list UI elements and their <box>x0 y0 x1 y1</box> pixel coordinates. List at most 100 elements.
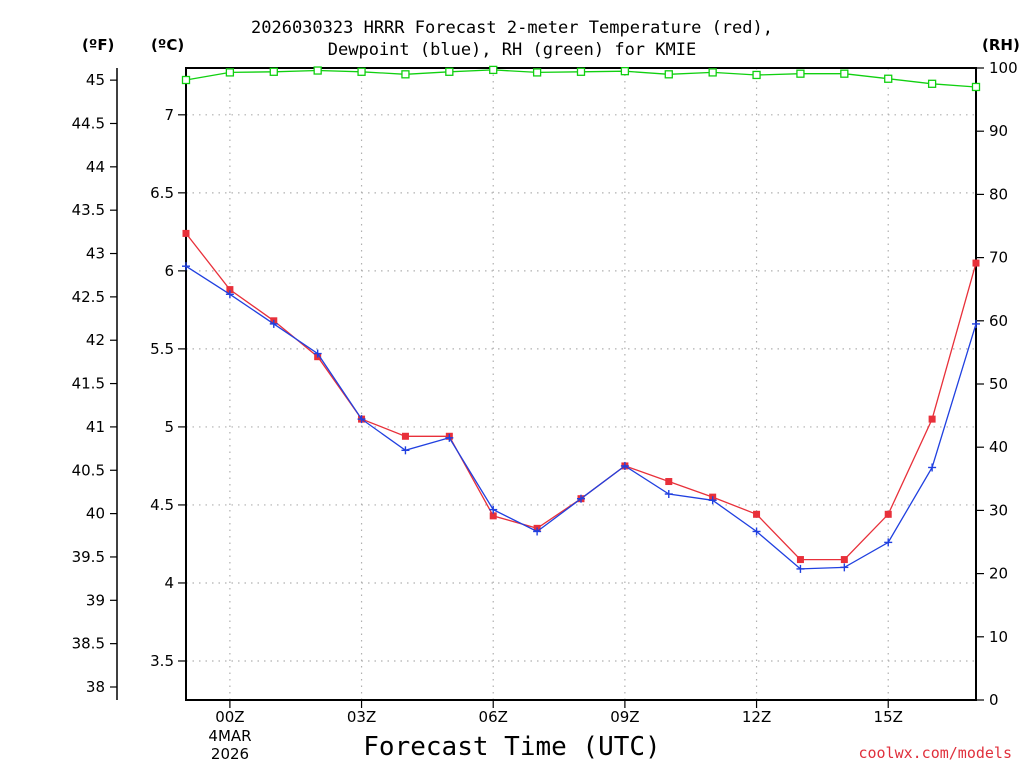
x-axis: 00Z 03Z 06Z 09Z 12Z 15Z <box>215 700 903 726</box>
rh-point-17 <box>927 79 937 88</box>
fahrenheit-tick-label-43.5: 43.5 <box>72 201 105 219</box>
dewpoint-line <box>185 265 977 570</box>
celsius-tick-label-5: 5 <box>164 418 174 436</box>
date-label-day: 4MAR <box>208 727 251 745</box>
rh-point-9 <box>576 67 586 76</box>
fahrenheit-tick-label-40: 40 <box>86 505 105 523</box>
x-tick-label-06Z: 06Z <box>479 708 508 726</box>
rh-tick-label-20: 20 <box>989 565 1008 583</box>
fahrenheit-tick-label-42.5: 42.5 <box>72 288 105 306</box>
temperature-point-0 <box>182 229 190 237</box>
dewpoint-point-15 <box>840 563 849 572</box>
fahrenheit-axis-unit: (ºF) <box>82 36 115 54</box>
fahrenheit-tick-label-45: 45 <box>86 71 105 89</box>
dewpoint-point-4 <box>357 415 366 424</box>
rh-point-16 <box>884 74 893 83</box>
x-tick-label-12Z: 12Z <box>742 708 771 726</box>
fahrenheit-tick-label-41: 41 <box>86 418 105 436</box>
temperature-point-11 <box>665 478 673 486</box>
fahrenheit-tick-label-38: 38 <box>86 678 105 696</box>
rh-tick-label-30: 30 <box>989 501 1008 519</box>
dewpoint-point-8 <box>533 527 542 536</box>
rh-tick-label-100: 100 <box>989 59 1018 77</box>
rh-tick-label-60: 60 <box>989 312 1008 330</box>
temperature-point-13 <box>753 510 761 518</box>
dewpoint-point-6 <box>445 433 454 442</box>
temperature-point-5 <box>401 432 409 440</box>
fahrenheit-tick-label-43: 43 <box>86 245 105 263</box>
dewpoint-point-17 <box>928 463 937 472</box>
temperature-point-18 <box>972 259 980 267</box>
rh-point-15 <box>840 69 849 78</box>
rh-tick-label-80: 80 <box>989 185 1008 203</box>
dewpoint-point-14 <box>796 564 805 573</box>
rh-point-5 <box>401 70 410 79</box>
rh-point-8 <box>532 68 542 77</box>
rh-point-14 <box>796 69 805 78</box>
series-layer <box>181 65 981 573</box>
rh-tick-label-40: 40 <box>989 438 1008 456</box>
celsius-axis-unit: (ºC) <box>151 36 185 54</box>
rh-point-3 <box>313 66 322 75</box>
temperature-point-1 <box>226 286 234 294</box>
dewpoint-point-10 <box>620 461 629 470</box>
dewpoint-point-0 <box>182 262 190 271</box>
dewpoint-point-5 <box>401 446 410 455</box>
chart-title-line2: Dewpoint (blue), RH (green) for KMIE <box>327 40 697 60</box>
rh-point-7 <box>489 65 498 75</box>
x-axis-title: Forecast Time (UTC) <box>363 732 661 762</box>
rh-axis-unit: (RH) <box>982 36 1020 54</box>
rh-tick-label-0: 0 <box>989 691 999 709</box>
dewpoint-point-12 <box>708 496 717 505</box>
fahrenheit-axis: 38 38.5 39 39.5 40 40.5 41 41.5 42 42.5 43 43.5 44 44… <box>72 71 117 696</box>
dewpoint-point-13 <box>752 527 761 536</box>
temperature-point-15 <box>840 556 848 564</box>
grid-lines <box>186 68 976 700</box>
celsius-tick-label-3.5: 3.5 <box>150 652 174 670</box>
celsius-tick-label-5.5: 5.5 <box>150 340 174 358</box>
credit-link[interactable]: coolwx.com/models <box>858 744 1012 762</box>
x-tick-label-03Z: 03Z <box>347 708 376 726</box>
rh-point-18 <box>971 82 981 92</box>
fahrenheit-tick-label-41.5: 41.5 <box>72 375 105 393</box>
dewpoint-point-11 <box>664 490 673 499</box>
fahrenheit-tick-label-40.5: 40.5 <box>72 461 105 479</box>
dewpoint-point-16 <box>884 538 893 547</box>
rh-point-10 <box>620 67 630 76</box>
celsius-tick-label-4.5: 4.5 <box>150 496 174 514</box>
celsius-tick-label-6.5: 6.5 <box>150 184 174 202</box>
dewpoint-point-9 <box>577 494 585 503</box>
temperature-point-16 <box>884 510 892 518</box>
rh-tick-label-10: 10 <box>989 628 1008 646</box>
date-label-year: 2026 <box>211 745 249 763</box>
temperature-point-7 <box>489 512 497 520</box>
dewpoint-point-18 <box>972 319 980 328</box>
celsius-tick-label-6: 6 <box>164 262 174 280</box>
rh-point-4 <box>357 67 366 76</box>
rh-point-13 <box>752 70 761 80</box>
x-tick-label-00Z: 00Z <box>215 708 244 726</box>
temperature-point-14 <box>796 556 804 564</box>
rh-tick-label-50: 50 <box>989 375 1008 393</box>
celsius-tick-label-4: 4 <box>164 574 174 592</box>
dewpoint-point-1 <box>225 290 234 299</box>
plot-frame <box>185 67 977 701</box>
chart-title-line1: 2026030323 HRRR Forecast 2-meter Tempera… <box>251 18 773 38</box>
x-tick-label-15Z: 15Z <box>874 708 903 726</box>
temperature-point-17 <box>928 415 936 423</box>
rh-point-11 <box>664 70 673 79</box>
fahrenheit-tick-label-39.5: 39.5 <box>72 548 105 566</box>
dewpoint-point-2 <box>269 319 278 328</box>
rh-point-12 <box>708 68 717 77</box>
celsius-axis: 3.5 4 4.5 5 5.5 6 6.5 7 <box>150 106 186 670</box>
dewpoint-point-7 <box>489 505 498 514</box>
rh-point-1 <box>225 68 235 77</box>
fahrenheit-tick-label-44: 44 <box>86 158 105 176</box>
fahrenheit-tick-label-42: 42 <box>86 331 105 349</box>
rh-point-2 <box>269 67 278 76</box>
temperature-line <box>185 232 977 561</box>
rh-tick-label-90: 90 <box>989 122 1008 140</box>
rh-point-0 <box>181 75 191 85</box>
rh-tick-label-70: 70 <box>989 249 1008 267</box>
